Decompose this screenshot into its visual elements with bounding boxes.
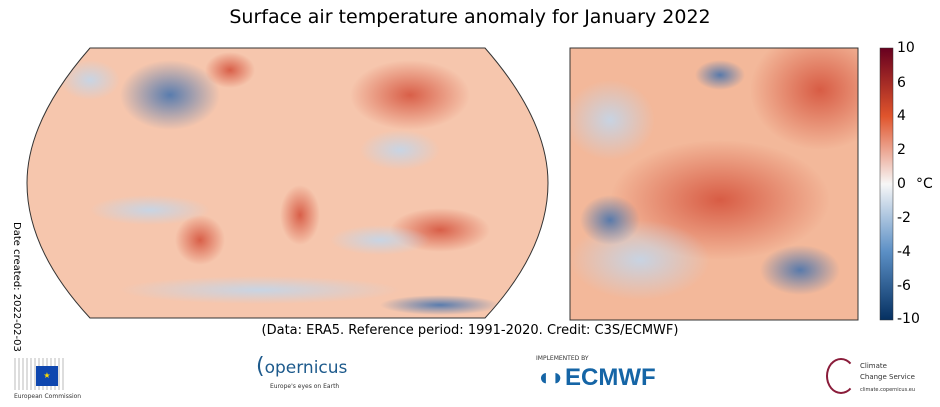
europe-map-border <box>569 47 859 321</box>
europe-map <box>570 48 858 320</box>
colorbar-unit: °C <box>916 176 933 192</box>
colorbar-tick: 4 <box>897 108 906 124</box>
chart-title: Surface air temperature anomaly for Janu… <box>229 6 711 28</box>
world-map <box>27 48 548 318</box>
colorbar <box>879 47 894 321</box>
eu-logo-text: European Commission <box>14 393 82 400</box>
colorbar-tick: -6 <box>897 278 911 294</box>
copernicus-logo: (opernicus Europe's eyes on Earth <box>256 354 348 390</box>
eu-logo: ★ European Commission <box>14 358 81 403</box>
copernicus-logo-subtext: Europe's eyes on Earth <box>270 383 340 390</box>
colorbar-tick: 0 <box>897 176 906 192</box>
c3s-logo: Climate Change Service climate.copernicu… <box>826 358 936 398</box>
colorbar-tick: -10 <box>897 311 920 327</box>
ecmwf-logo: IMPLEMENTED BY ◖◗ECMWF <box>536 355 656 391</box>
colorbar-tick: 6 <box>897 75 906 91</box>
caption: (Data: ERA5. Reference period: 1991-2020… <box>261 323 679 338</box>
c3s-logo-subtext: climate.copernicus.eu <box>860 387 916 393</box>
world-map-border <box>26 47 549 319</box>
colorbar-tick: 10 <box>897 40 915 56</box>
copernicus-logo-text: opernicus <box>264 358 348 378</box>
date-created: Date created: 2022-02-03 <box>11 222 22 352</box>
ecmwf-logo-text: ECMWF <box>565 364 656 391</box>
colorbar-tick: -4 <box>897 244 911 260</box>
c3s-logo-text2: Change Service <box>860 373 915 381</box>
ecmwf-logo-subtext: IMPLEMENTED BY <box>536 355 589 362</box>
colorbar-tick: -2 <box>897 210 911 226</box>
c3s-logo-text1: Climate <box>860 362 887 370</box>
colorbar-tick: 2 <box>897 142 906 158</box>
